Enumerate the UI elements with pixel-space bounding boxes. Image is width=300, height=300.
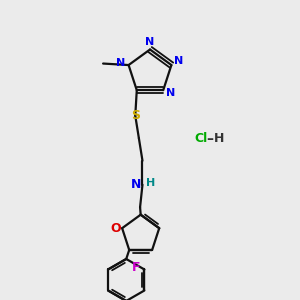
Text: N: N bbox=[131, 178, 142, 191]
Text: H: H bbox=[146, 178, 155, 188]
Text: N: N bbox=[146, 37, 154, 47]
Text: –: – bbox=[206, 132, 214, 145]
Text: N: N bbox=[166, 88, 176, 98]
Text: O: O bbox=[110, 222, 121, 235]
Text: S: S bbox=[131, 109, 140, 122]
Text: N: N bbox=[116, 58, 126, 68]
Text: Cl: Cl bbox=[194, 132, 208, 145]
Text: H: H bbox=[214, 132, 224, 145]
Text: N: N bbox=[174, 56, 184, 66]
Text: F: F bbox=[132, 262, 140, 275]
